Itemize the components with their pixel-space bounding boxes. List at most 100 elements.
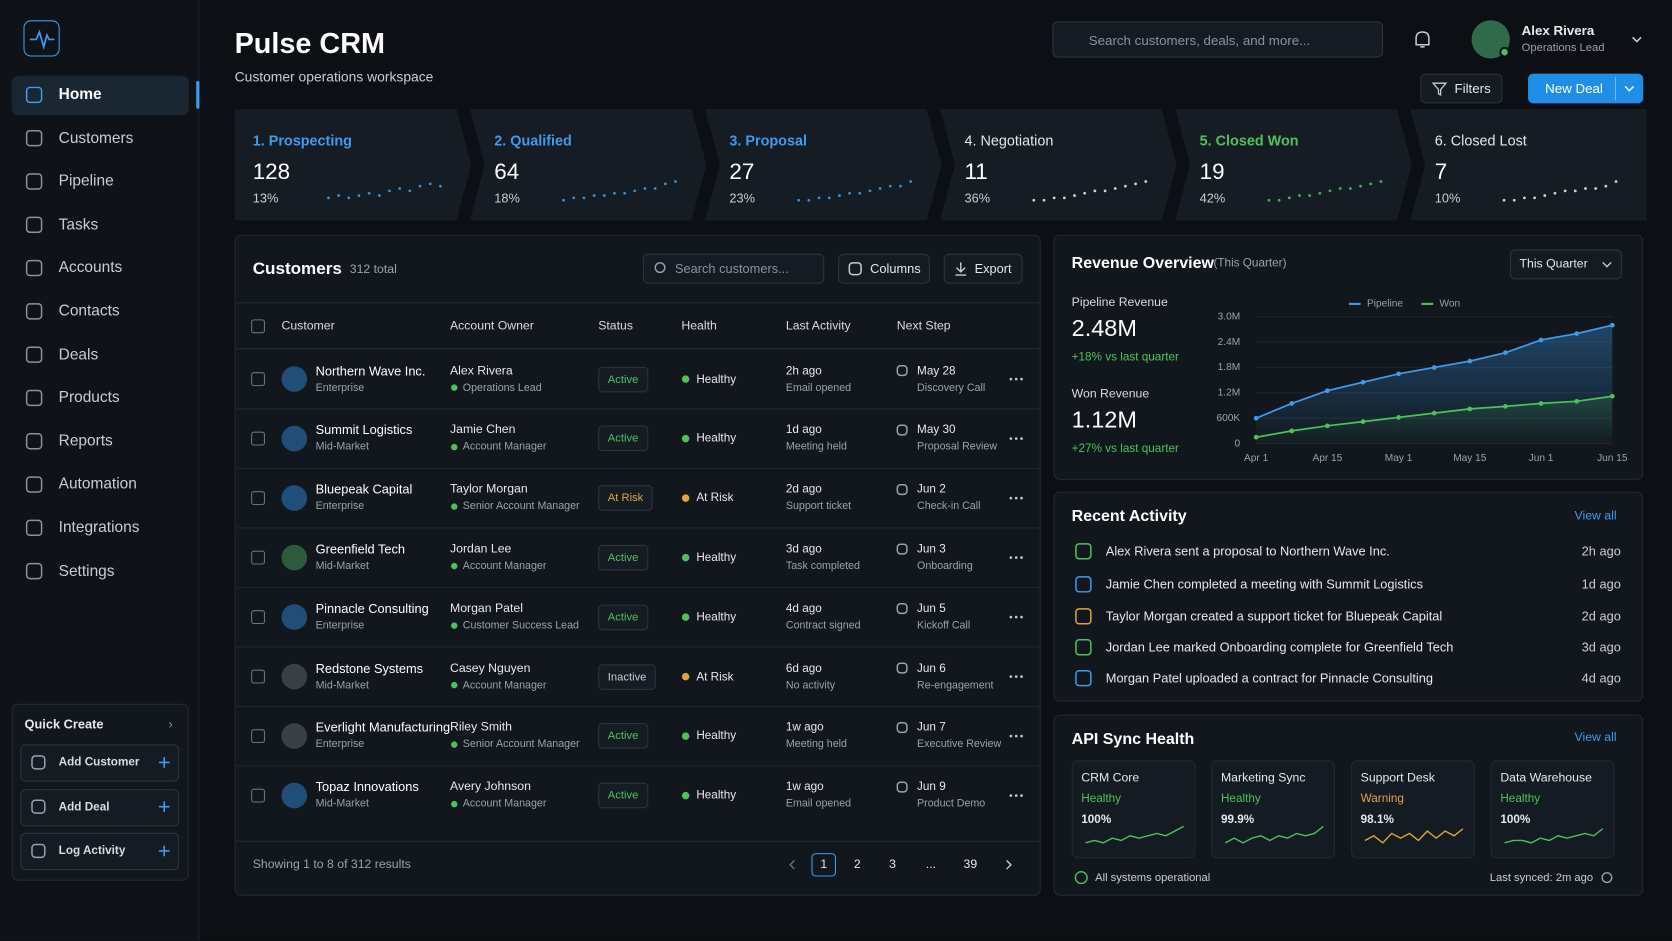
icon: [31, 843, 46, 859]
spark-dot: [1032, 198, 1036, 202]
customer-name[interactable]: Everlight Manufacturing: [315, 720, 451, 736]
nav-item[interactable]: Tasks: [58, 216, 99, 234]
nav-item[interactable]: Pipeline: [58, 172, 114, 191]
checkbox: [251, 319, 265, 334]
plus-icon: [158, 757, 170, 768]
customer-name[interactable]: Bluepeak Capital: [315, 482, 413, 498]
quick-create-item[interactable]: [20, 788, 180, 826]
columns-button[interactable]: [838, 253, 930, 284]
customer-avatar: [281, 485, 308, 511]
health-label: Healthy: [696, 372, 737, 386]
stage-pct: 13%: [252, 190, 279, 206]
customer-search[interactable]: [642, 253, 825, 284]
new-deal-button[interactable]: [1528, 73, 1644, 104]
period-select-label: This Quarter: [1519, 258, 1588, 271]
icon: [25, 433, 43, 450]
spark-dot: [1073, 194, 1076, 197]
page-number[interactable]: 1: [820, 858, 828, 872]
owner-role: Account Manager: [462, 441, 547, 453]
spark-dot: [408, 189, 412, 193]
page-number[interactable]: 39: [963, 858, 978, 872]
activity-desc: Email opened: [785, 798, 852, 810]
logo[interactable]: [23, 20, 60, 57]
spark-dot: [562, 198, 565, 202]
stage-card[interactable]: [705, 109, 942, 221]
quick-create-item[interactable]: [20, 744, 180, 782]
point: [1467, 406, 1473, 412]
customer-name[interactable]: Summit Logistics: [315, 422, 413, 438]
nav-item[interactable]: Automation: [58, 475, 137, 494]
customer-name[interactable]: Greenfield Tech: [315, 541, 406, 557]
customer-avatar: [281, 663, 308, 690]
owner-dot: [451, 622, 458, 629]
owner-role: Operations Lead: [462, 381, 542, 394]
page-number[interactable]: 3: [889, 858, 896, 872]
icon: [896, 365, 908, 377]
stage-card[interactable]: [470, 109, 707, 221]
nav-item[interactable]: Reports: [58, 432, 113, 450]
next-step: Executive Review: [917, 738, 1002, 751]
spark-dot: [1267, 198, 1271, 202]
stage-card[interactable]: [940, 109, 1177, 221]
pipeline-label: Pipeline Revenue: [1071, 296, 1168, 310]
pipeline-value: 2.48M: [1071, 314, 1137, 342]
stage-card[interactable]: [235, 109, 472, 221]
spark-dot: [377, 194, 381, 197]
nav-item[interactable]: Settings: [58, 562, 115, 580]
point: [1289, 428, 1295, 434]
page-number[interactable]: ...: [925, 858, 937, 872]
point: [1325, 388, 1330, 394]
page-number[interactable]: 2: [853, 858, 861, 872]
next-date: Jun 2: [917, 483, 946, 496]
nav-item[interactable]: Customers: [58, 129, 134, 147]
more-dot: [1020, 794, 1023, 797]
table-footer: Showing 1 to 8 of 312 results: [252, 858, 411, 872]
won-label: Won Revenue: [1071, 388, 1150, 401]
period-select[interactable]: [1509, 249, 1622, 280]
spark-dot: [1502, 198, 1506, 202]
customer-name[interactable]: Redstone Systems: [315, 660, 424, 676]
owner-name: Morgan Patel: [449, 602, 523, 615]
icon: [25, 346, 43, 363]
ok-icon: [1074, 871, 1088, 885]
view-all-link[interactable]: View all: [1574, 509, 1617, 523]
spark-dot: [1563, 189, 1567, 193]
health-dot: [681, 672, 690, 681]
activity-text: Alex Rivera sent a proposal to Northern …: [1105, 543, 1390, 559]
api-synced: Last synced: 2m ago: [1489, 871, 1594, 884]
quick-create-item[interactable]: [20, 832, 180, 871]
api-name: Support Desk: [1360, 772, 1435, 785]
customer-name[interactable]: Topaz Innovations: [315, 779, 419, 795]
more-dot: [1009, 496, 1013, 500]
health-label: At Risk: [696, 491, 734, 505]
owner-role: Senior Account Manager: [462, 500, 580, 513]
global-search[interactable]: [1052, 21, 1384, 58]
nav-item[interactable]: Contacts: [58, 302, 120, 320]
nav-item[interactable]: Deals: [58, 346, 99, 364]
refresh-icon: [1601, 872, 1613, 884]
customer-name[interactable]: Northern Wave Inc.: [315, 363, 426, 379]
stage-pct: 18%: [494, 190, 520, 206]
next-date: Jun 9: [917, 780, 946, 794]
api-pct: 100%: [1500, 813, 1531, 827]
filters-button[interactable]: [1420, 73, 1503, 104]
spark-dot: [797, 198, 801, 202]
api-spark: [1504, 828, 1604, 844]
spark-dot: [1134, 182, 1137, 186]
user-name: Alex Rivera: [1521, 23, 1595, 39]
page-current: [811, 853, 837, 877]
owner-role: Account Manager: [462, 679, 547, 691]
plus-icon: [158, 801, 170, 813]
activity-text: Jamie Chen completed a meeting with Summ…: [1105, 576, 1423, 592]
nav-item[interactable]: Integrations: [58, 519, 140, 537]
nav-item[interactable]: Products: [58, 389, 120, 407]
view-all-link[interactable]: View all: [1574, 731, 1617, 745]
nav-item[interactable]: Home: [58, 86, 102, 104]
owner-role: Account Manager: [462, 798, 547, 810]
api-card: [1351, 760, 1475, 859]
customer-name[interactable]: Pinnacle Consulting: [315, 601, 429, 617]
point: [1467, 358, 1473, 364]
nav-item[interactable]: Accounts: [58, 259, 123, 277]
stage-card[interactable]: [1410, 108, 1647, 221]
stage-card[interactable]: [1175, 109, 1412, 221]
